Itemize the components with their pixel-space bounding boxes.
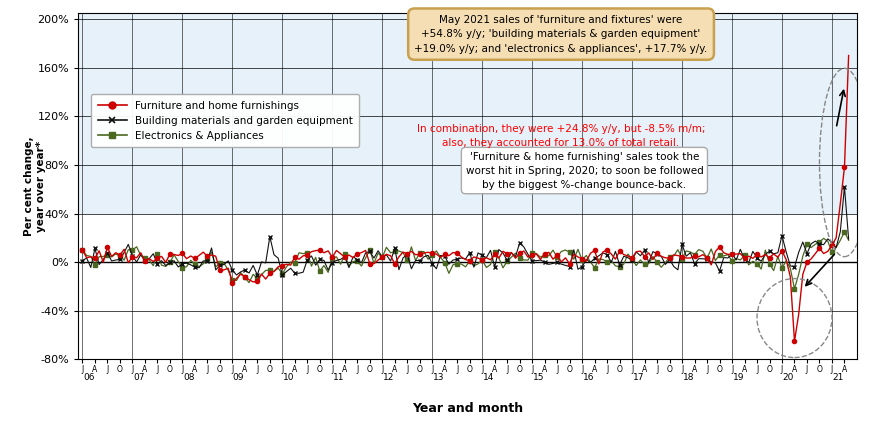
Text: May 2021 sales of 'furniture and fixtures' were
+54.8% y/y; 'building materials : May 2021 sales of 'furniture and fixture…	[414, 15, 706, 54]
Building materials and garden equipment	[601, 252, 612, 257]
Bar	[78, 213, 856, 359]
Electronics & Appliances	[243, 280, 254, 285]
Furniture and home furnishings	[239, 275, 249, 280]
Building materials and garden equipment	[77, 258, 88, 263]
Furniture and home furnishings	[842, 53, 852, 58]
Text: 19: 19	[732, 373, 743, 382]
Text: 07: 07	[133, 373, 144, 382]
Building materials and garden equipment	[252, 272, 262, 278]
Electronics & Appliances	[239, 275, 249, 280]
Building materials and garden equipment	[842, 236, 852, 242]
Electronics & Appliances	[842, 238, 852, 243]
Text: In combination, they were +24.8% y/y, but -8.5% m/m;
also, they accounted for 13: In combination, they were +24.8% y/y, bu…	[416, 124, 705, 148]
Line: Building materials and garden equipment: Building materials and garden equipment	[80, 184, 850, 278]
Building materials and garden equipment	[239, 267, 249, 272]
Building materials and garden equipment	[839, 184, 849, 189]
Furniture and home furnishings	[198, 249, 209, 255]
Electronics & Appliances	[709, 258, 720, 263]
Electronics & Appliances	[77, 247, 88, 252]
Text: 18: 18	[682, 373, 693, 382]
Electronics & Appliances	[198, 261, 209, 266]
Text: 14: 14	[482, 373, 494, 382]
Furniture and home furnishings	[709, 249, 720, 254]
Furniture and home furnishings	[597, 249, 607, 255]
Line: Electronics & Appliances: Electronics & Appliances	[81, 230, 849, 291]
Text: 09: 09	[233, 373, 244, 382]
Text: 08: 08	[182, 373, 194, 382]
Electronics & Appliances	[788, 286, 799, 291]
Building materials and garden equipment	[713, 268, 724, 274]
Building materials and garden equipment	[243, 271, 254, 276]
Furniture and home furnishings	[397, 249, 408, 255]
Text: 12: 12	[382, 373, 394, 382]
Text: 'Furniture & home furnishing' sales took the
worst hit in Spring, 2020; to soon : 'Furniture & home furnishing' sales took…	[465, 152, 702, 190]
Text: 16: 16	[582, 373, 594, 382]
Furniture and home furnishings	[788, 339, 799, 344]
Text: 10: 10	[282, 373, 294, 382]
Text: 06: 06	[83, 373, 95, 382]
Text: 17: 17	[632, 373, 643, 382]
Line: Furniture and home furnishings: Furniture and home furnishings	[80, 53, 850, 343]
Text: 11: 11	[333, 373, 344, 382]
Electronics & Appliances	[839, 229, 849, 234]
Text: 13: 13	[432, 373, 444, 382]
Y-axis label: Per cent change,
year over year*: Per cent change, year over year*	[24, 136, 45, 236]
Furniture and home furnishings	[243, 277, 254, 282]
Building materials and garden equipment	[198, 259, 209, 264]
Furniture and home furnishings	[77, 248, 88, 253]
Electronics & Appliances	[397, 250, 408, 255]
Text: 15: 15	[532, 373, 543, 382]
Text: 21: 21	[832, 373, 843, 382]
Bar	[78, 7, 856, 213]
Building materials and garden equipment	[401, 252, 412, 257]
X-axis label: Year and month: Year and month	[412, 402, 522, 415]
Legend: Furniture and home furnishings, Building materials and garden equipment, Electro: Furniture and home furnishings, Building…	[91, 94, 359, 147]
Text: 20: 20	[781, 373, 793, 382]
Electronics & Appliances	[597, 257, 607, 262]
